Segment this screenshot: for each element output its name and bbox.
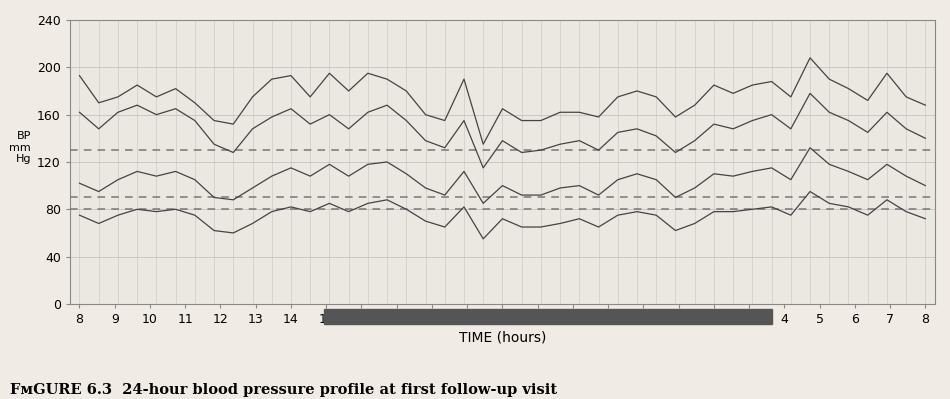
Text: FᴍGURE 6.3  24-hour blood pressure profile at first follow-up visit: FᴍGURE 6.3 24-hour blood pressure profil… bbox=[10, 383, 557, 397]
X-axis label: TIME (hours): TIME (hours) bbox=[459, 330, 546, 344]
Bar bbox=[324, 309, 771, 324]
Y-axis label: BP
mm
Hg: BP mm Hg bbox=[10, 131, 31, 164]
